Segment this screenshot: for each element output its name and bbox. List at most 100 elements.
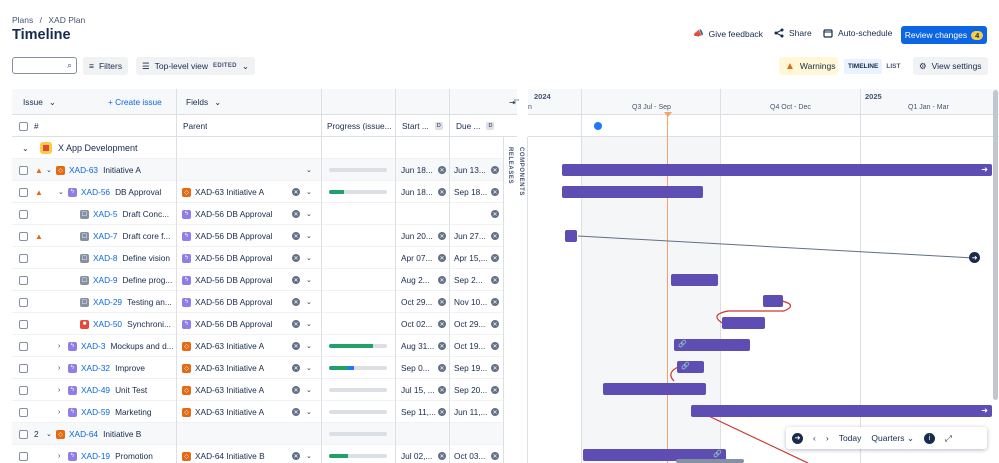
issue-summary[interactable]: Define vision: [122, 253, 170, 263]
clear-parent-icon[interactable]: ✕: [292, 386, 300, 394]
timeline-bar-xad-49[interactable]: [603, 383, 706, 395]
clear-start-icon[interactable]: ✕: [438, 188, 446, 196]
review-changes-button[interactable]: Review changes 4: [901, 26, 987, 44]
arrow-circle-icon[interactable]: ➜: [792, 432, 803, 444]
clear-start-icon[interactable]: ✕: [438, 276, 446, 284]
row-checkbox[interactable]: [19, 187, 28, 197]
clear-start-icon[interactable]: ✕: [438, 298, 446, 306]
chevron-down-icon[interactable]: ⌄: [306, 189, 312, 196]
issue-summary[interactable]: Promotion: [115, 451, 153, 461]
search-input[interactable]: ⌕: [12, 57, 77, 74]
due-date[interactable]: Oct 03...: [454, 451, 486, 461]
issue-summary[interactable]: DB Approval: [115, 187, 162, 197]
table-row[interactable]: › ϟ XAD-3 Mockups and d... ◇ XAD-63 Initiativ…: [12, 335, 517, 357]
issue-key[interactable]: XAD-9: [93, 275, 118, 285]
due-date[interactable]: Jun 11,...: [454, 407, 488, 417]
start-date[interactable]: Oct 29...: [401, 297, 433, 307]
start-date[interactable]: Sep 0...: [401, 363, 430, 373]
start-date[interactable]: Aug 31...: [401, 341, 435, 351]
clear-parent-icon[interactable]: ✕: [292, 320, 300, 328]
row-checkbox[interactable]: [19, 363, 28, 373]
due-date[interactable]: Sep 20...: [454, 385, 488, 395]
parent-value[interactable]: XAD-64 Initiative B: [195, 451, 265, 461]
table-row[interactable]: 2 ⌄ ◇ XAD-64 Initiative B: [12, 423, 517, 445]
clear-start-icon[interactable]: ✕: [438, 342, 446, 350]
due-date[interactable]: Jun 27...: [454, 231, 486, 241]
expand-toggle-icon[interactable]: ›: [58, 386, 61, 394]
row-checkbox[interactable]: [19, 451, 28, 461]
clear-due-icon[interactable]: ✕: [491, 452, 499, 460]
timeline-bar-xad-9[interactable]: [671, 274, 718, 286]
clear-start-icon[interactable]: ✕: [438, 452, 446, 460]
issue-key[interactable]: XAD-64: [69, 429, 99, 439]
due-date[interactable]: Oct 29...: [454, 319, 486, 329]
issue-summary[interactable]: Initiative A: [103, 165, 141, 175]
due-date[interactable]: Sep 19...: [454, 363, 488, 373]
clear-due-icon[interactable]: ✕: [491, 188, 499, 196]
issue-key[interactable]: XAD-3: [81, 341, 106, 351]
filters-button[interactable]: ≡ Filters: [83, 57, 129, 75]
row-checkbox[interactable]: [19, 407, 28, 417]
chevron-down-icon[interactable]: ⌄: [306, 409, 312, 416]
expand-toggle-icon[interactable]: ›: [58, 452, 61, 460]
parent-value[interactable]: XAD-63 Initiative A: [195, 385, 265, 395]
chevron-down-icon[interactable]: ⌄: [306, 211, 312, 218]
fullscreen-icon[interactable]: ⤢: [944, 432, 952, 443]
clear-start-icon[interactable]: ✕: [438, 320, 446, 328]
chevron-down-icon[interactable]: ⌄: [306, 453, 312, 460]
timescale-select[interactable]: Quarters ⌄: [871, 432, 914, 443]
issue-key[interactable]: XAD-59: [81, 407, 111, 417]
clear-due-icon[interactable]: ✕: [491, 342, 499, 350]
start-date[interactable]: Oct 02...: [401, 319, 433, 329]
clear-due-icon[interactable]: ✕: [491, 364, 499, 372]
parent-value[interactable]: XAD-56 DB Approval: [195, 231, 273, 241]
timeline-bar-xad-59[interactable]: ➜: [691, 405, 992, 417]
clear-due-icon[interactable]: ✕: [491, 320, 499, 328]
chevron-down-icon[interactable]: ⌄: [306, 167, 312, 174]
view-selector[interactable]: ☰ Top-level view EDITED ⌄: [136, 57, 255, 75]
chevron-down-icon[interactable]: ⌄: [306, 299, 312, 306]
clear-parent-icon[interactable]: ✕: [292, 254, 300, 262]
expand-toggle-icon[interactable]: ›: [58, 342, 61, 350]
clear-parent-icon[interactable]: ✕: [292, 408, 300, 416]
issue-key[interactable]: XAD-5: [93, 209, 118, 219]
collapse-columns-icon[interactable]: ⇥: [509, 97, 516, 107]
issue-summary[interactable]: Draft core f...: [122, 231, 171, 241]
clear-parent-icon[interactable]: ✕: [292, 452, 300, 460]
chevron-down-icon[interactable]: ⌄: [306, 233, 312, 240]
issue-summary[interactable]: Initiative B: [103, 429, 142, 439]
create-issue-button[interactable]: + Create issue: [108, 97, 162, 107]
warning-icon[interactable]: ▲: [35, 231, 43, 241]
vertical-scrollbar[interactable]: [993, 90, 998, 400]
issue-summary[interactable]: Marketing: [115, 407, 152, 417]
chevron-down-icon[interactable]: ⌄: [306, 321, 312, 328]
due-date[interactable]: Sep 18...: [454, 187, 488, 197]
table-row[interactable]: › ϟ XAD-59 Marketing ◇ XAD-63 Initiative A ✕ ⌄ S…: [12, 401, 517, 423]
issue-column-menu[interactable]: Issue ⌄: [23, 91, 56, 113]
expand-toggle-icon[interactable]: ⌄: [58, 189, 64, 196]
select-all-checkbox[interactable]: [19, 121, 28, 131]
row-checkbox[interactable]: [19, 231, 28, 241]
clear-parent-icon[interactable]: ✕: [292, 276, 300, 284]
row-checkbox[interactable]: [19, 253, 28, 263]
parent-value[interactable]: XAD-56 DB Approval: [195, 297, 273, 307]
start-date[interactable]: Jun 18...: [401, 187, 433, 197]
clear-parent-icon[interactable]: ✕: [292, 342, 300, 350]
issue-key[interactable]: XAD-49: [81, 385, 111, 395]
row-checkbox[interactable]: [19, 165, 28, 175]
timeline-bar-xad-29[interactable]: [763, 295, 783, 307]
table-row[interactable]: › ϟ XAD-49 Unit Test ◇ XAD-63 Initiative A ✕ ⌄ J…: [12, 379, 517, 401]
table-row[interactable]: ■ XAD-50 Synchroni... ϟ XAD-56 DB Approval ✕ ⌄…: [12, 313, 517, 335]
warnings-button[interactable]: ▲ Warnings: [779, 57, 838, 75]
issue-key[interactable]: XAD-7: [93, 231, 118, 241]
clear-start-icon[interactable]: ✕: [438, 232, 446, 240]
group-row[interactable]: ⌄ X App Development: [12, 137, 517, 159]
clear-due-icon[interactable]: ✕: [491, 386, 499, 394]
clear-parent-icon[interactable]: ✕: [292, 364, 300, 372]
clear-start-icon[interactable]: ✕: [438, 364, 446, 372]
clear-start-icon[interactable]: ✕: [438, 386, 446, 394]
chevron-down-icon[interactable]: ⌄: [306, 365, 312, 372]
expand-toggle-icon[interactable]: ›: [58, 408, 61, 416]
issue-summary[interactable]: Testing an...: [127, 297, 172, 307]
parent-value[interactable]: XAD-63 Initiative A: [195, 363, 265, 373]
